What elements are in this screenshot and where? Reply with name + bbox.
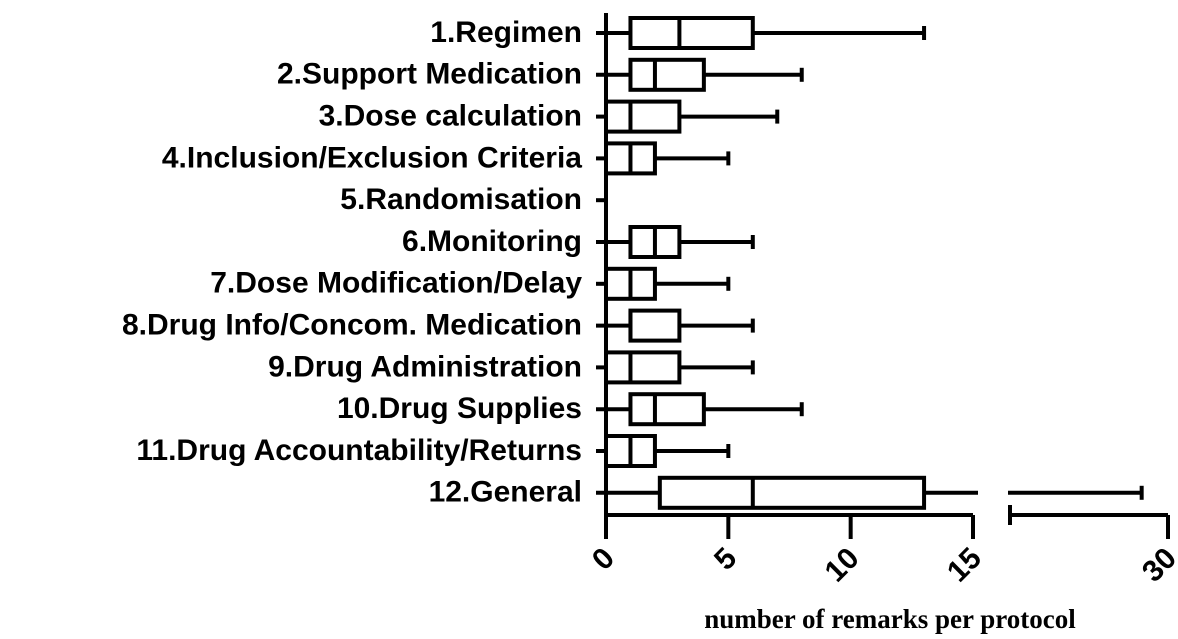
x-tick-label: 5 — [708, 542, 743, 577]
x-tick-label: 30 — [1136, 542, 1178, 589]
y-tick-label: 8.Drug Info/Concom. Medication — [122, 309, 582, 342]
y-tick-label: 7.Dose Modification/Delay — [210, 267, 582, 300]
y-tick-label: 6.Monitoring — [402, 225, 582, 258]
x-axis-label: number of remarks per protocol — [704, 604, 1076, 634]
y-tick-label: 5.Randomisation — [340, 183, 582, 216]
box — [657, 475, 927, 510]
box — [628, 308, 682, 343]
box — [628, 16, 755, 50]
y-tick-label: 9.Drug Administration — [268, 350, 582, 383]
y-tick-label: 10.Drug Supplies — [337, 392, 582, 425]
y-tick-label: 3.Dose calculation — [319, 100, 582, 133]
x-tick-label: 0 — [586, 542, 621, 577]
box — [628, 392, 706, 427]
box — [628, 57, 706, 92]
box — [604, 99, 682, 134]
y-tick-label: 11.Drug Accountability/Returns — [136, 434, 582, 467]
y-tick-label: 1.Regimen — [430, 16, 582, 49]
box — [604, 350, 682, 385]
x-tick-label: 10 — [819, 542, 866, 589]
y-tick-label: 12.General — [429, 476, 582, 509]
y-tick-label: 2.Support Medication — [277, 58, 582, 91]
y-tick-label: 4.Inclusion/Exclusion Criteria — [162, 141, 582, 174]
x-tick-label: 15 — [941, 542, 988, 589]
